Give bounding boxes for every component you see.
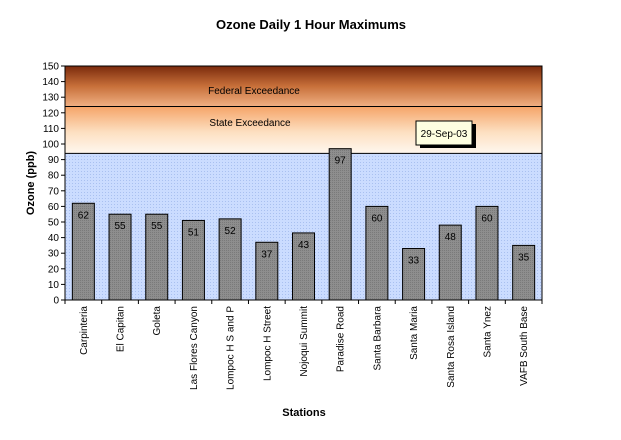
y-tick-label: 110 bbox=[43, 124, 59, 135]
y-tick-label: 40 bbox=[48, 233, 60, 244]
state-exceedance-label: State Exceedance bbox=[209, 118, 291, 129]
y-tick-label: 90 bbox=[48, 155, 60, 166]
bar-paradise-road bbox=[328, 148, 352, 301]
bar-value-label: 43 bbox=[298, 240, 310, 251]
x-tick-label: Goleta bbox=[152, 306, 163, 336]
x-tick-label: Santa Rosa Island bbox=[446, 306, 457, 388]
x-tick-label: VAFB South Base bbox=[519, 306, 530, 386]
x-tick-label: Paradise Road bbox=[336, 306, 347, 372]
y-tick-label: 20 bbox=[48, 264, 60, 275]
y-tick-label: 50 bbox=[48, 218, 60, 229]
y-axis-title: Ozone (ppb) bbox=[25, 151, 37, 215]
y-tick-label: 140 bbox=[42, 77, 59, 88]
federal-exceedance-zone bbox=[65, 66, 542, 107]
x-tick-label: Nojoqui Summit bbox=[299, 306, 310, 377]
bar-value-label: 55 bbox=[114, 221, 126, 232]
plot-border bbox=[64, 65, 543, 301]
x-tick-label: Santa Maria bbox=[409, 306, 420, 360]
x-axis-title: Stations bbox=[282, 407, 325, 419]
bar-value-label: 60 bbox=[371, 213, 383, 224]
x-axis: Carpinteria El Capitan Goleta Las Flores Ca… bbox=[64, 300, 543, 390]
bar-value-label: 62 bbox=[78, 210, 90, 221]
bar-value-label: 48 bbox=[445, 232, 457, 243]
y-tick-label: 120 bbox=[42, 108, 59, 119]
y-axis: 0 10 20 30 40 50 60 70 80 90 100 110 120 130 140 150 bbox=[42, 62, 65, 307]
x-tick-label: Lompoc H S and P bbox=[226, 306, 237, 390]
y-tick-label: 100 bbox=[42, 140, 59, 151]
bar-value-label: 37 bbox=[261, 249, 273, 260]
x-tick-label: El Capitan bbox=[116, 306, 127, 352]
y-tick-label: 10 bbox=[48, 280, 60, 291]
x-tick-label: Santa Ynez bbox=[482, 306, 493, 358]
x-tick-label: Las Flores Canyon bbox=[189, 306, 200, 390]
bar-value-label: 55 bbox=[151, 221, 163, 232]
bar-value-label: 60 bbox=[481, 213, 493, 224]
bar-value-label: 97 bbox=[335, 156, 347, 167]
y-tick-label: 80 bbox=[48, 171, 60, 182]
bar-series: 62 55 55 51 52 37 43 97 60 33 48 60 35 bbox=[71, 148, 536, 301]
x-tick-label: Santa Barbara bbox=[372, 306, 383, 371]
y-tick-label: 70 bbox=[48, 186, 60, 197]
bar-value-label: 52 bbox=[225, 226, 237, 237]
x-tick-label: Carpinteria bbox=[79, 306, 90, 355]
y-tick-label: 150 bbox=[42, 62, 59, 73]
y-tick-label: 0 bbox=[53, 296, 59, 307]
date-box: 29-Sep-03 bbox=[415, 120, 476, 148]
federal-exceedance-label: Federal Exceedance bbox=[208, 86, 300, 97]
date-label: 29-Sep-03 bbox=[421, 129, 468, 140]
x-tick-label: Lompoc H Street bbox=[262, 306, 273, 381]
y-tick-label: 130 bbox=[42, 93, 59, 104]
bar-value-label: 51 bbox=[188, 227, 200, 238]
bar-value-label: 35 bbox=[518, 252, 530, 263]
plot-area: 62 55 55 51 52 37 43 97 60 33 48 60 35 bbox=[64, 65, 543, 301]
y-tick-label: 60 bbox=[48, 202, 60, 213]
bar-value-label: 33 bbox=[408, 256, 420, 267]
chart-title: Ozone Daily 1 Hour Maximums bbox=[216, 17, 406, 32]
y-tick-label: 30 bbox=[48, 249, 60, 260]
